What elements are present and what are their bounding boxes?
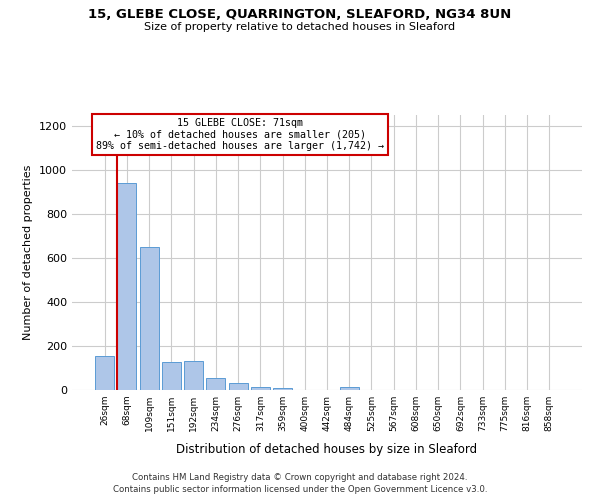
Bar	[273, 388, 292, 390]
Text: Distribution of detached houses by size in Sleaford: Distribution of detached houses by size …	[176, 442, 478, 456]
Bar	[162, 362, 181, 390]
Bar	[140, 248, 158, 390]
Bar	[184, 362, 203, 390]
Text: 15 GLEBE CLOSE: 71sqm
← 10% of detached houses are smaller (205)
89% of semi-det: 15 GLEBE CLOSE: 71sqm ← 10% of detached …	[97, 118, 385, 151]
Bar	[340, 388, 359, 390]
Y-axis label: Number of detached properties: Number of detached properties	[23, 165, 34, 340]
Text: 15, GLEBE CLOSE, QUARRINGTON, SLEAFORD, NG34 8UN: 15, GLEBE CLOSE, QUARRINGTON, SLEAFORD, …	[88, 8, 512, 20]
Bar	[206, 378, 225, 390]
Bar	[251, 386, 270, 390]
Bar	[95, 356, 114, 390]
Bar	[118, 183, 136, 390]
Text: Size of property relative to detached houses in Sleaford: Size of property relative to detached ho…	[145, 22, 455, 32]
Text: Contains public sector information licensed under the Open Government Licence v3: Contains public sector information licen…	[113, 485, 487, 494]
Bar	[229, 384, 248, 390]
Text: Contains HM Land Registry data © Crown copyright and database right 2024.: Contains HM Land Registry data © Crown c…	[132, 472, 468, 482]
